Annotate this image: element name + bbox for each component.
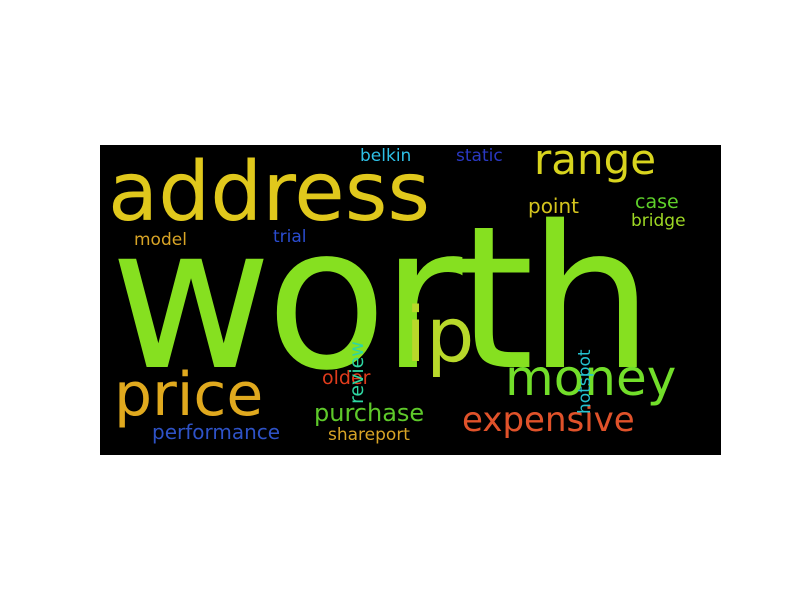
word-price: price: [114, 360, 264, 430]
word-static: static: [456, 146, 503, 166]
word-ip: ip: [405, 290, 475, 379]
word-purchase: purchase: [314, 399, 425, 427]
word-cloud: worth address range ip money price expen…: [100, 145, 721, 455]
word-worth: worth: [110, 183, 654, 414]
word-hotspot: hotspot: [575, 349, 595, 414]
word-performance: performance: [152, 420, 281, 444]
word-review: review: [346, 341, 368, 404]
word-range: range: [534, 145, 657, 184]
word-shareport: shareport: [328, 425, 410, 445]
word-older: older: [322, 367, 371, 389]
word-bridge: bridge: [631, 211, 686, 231]
word-case: case: [635, 191, 679, 213]
word-expensive: expensive: [462, 400, 635, 440]
word-point: point: [528, 194, 580, 218]
word-address: address: [108, 145, 431, 240]
word-belkin: belkin: [360, 146, 412, 166]
word-trial: trial: [273, 227, 307, 247]
word-model: model: [134, 230, 187, 250]
word-money: money: [505, 349, 677, 407]
